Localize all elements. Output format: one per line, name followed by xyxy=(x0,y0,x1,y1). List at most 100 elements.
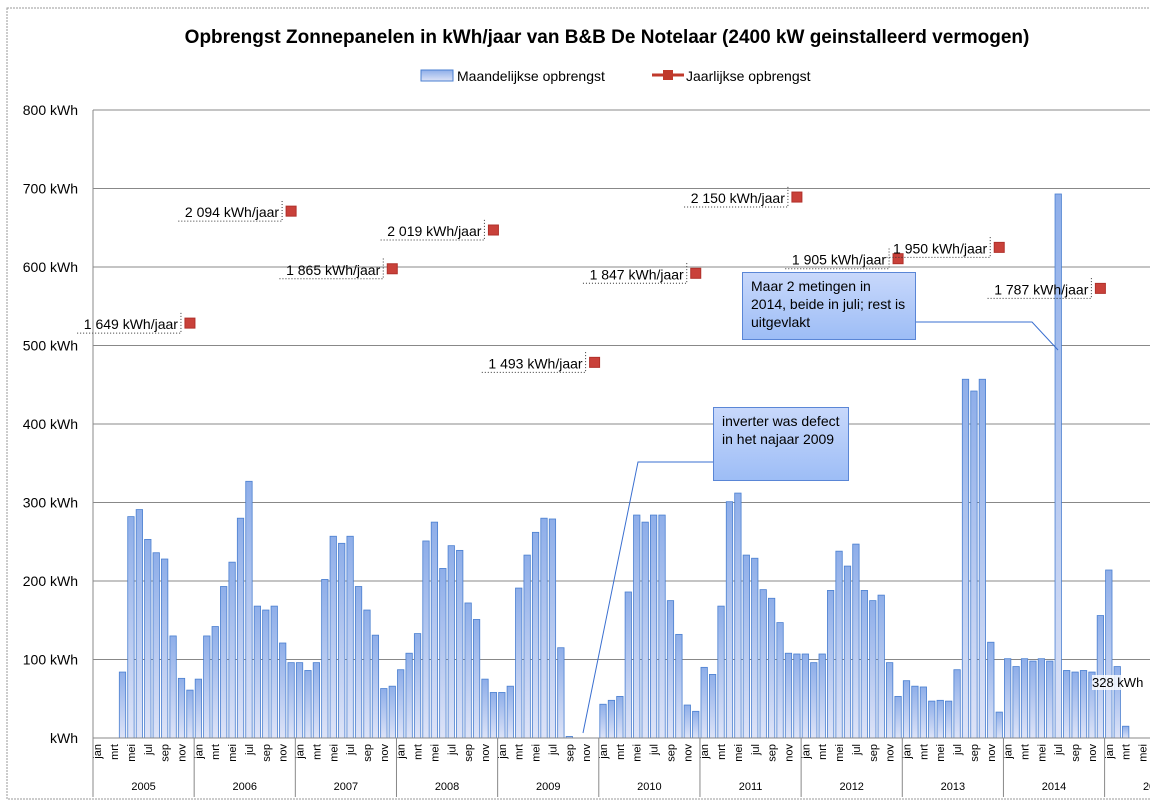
month-tick-label: mei xyxy=(632,744,644,762)
month-tick-label: mrt xyxy=(311,744,323,760)
bar-2013-1 xyxy=(902,680,911,739)
bar-2009-8 xyxy=(557,647,565,739)
bar-2013-8 xyxy=(961,378,970,739)
bar-2005-10 xyxy=(169,635,177,739)
bar-2013-2 xyxy=(911,685,919,739)
y-tick-label: 600 kWh xyxy=(23,259,78,275)
month-tick-label: jan xyxy=(699,744,711,760)
yearly-marker-2009 xyxy=(589,356,601,368)
bar-2008-3 xyxy=(413,633,422,739)
yearly-marker-2007 xyxy=(386,263,398,275)
bar-2005-8 xyxy=(152,552,160,739)
bar-2009-4 xyxy=(523,554,531,739)
bar-2006-5 xyxy=(228,561,236,739)
bar-2014-8 xyxy=(1063,670,1071,739)
month-tick-label: sep xyxy=(1070,744,1082,762)
bar-2011-12 xyxy=(793,653,801,739)
bar-2012-12 xyxy=(894,695,902,739)
bar-2007-10 xyxy=(371,634,380,739)
bar-2006-1 xyxy=(194,678,202,739)
yearly-data-label: 1 905 kWh/jaar xyxy=(792,252,886,268)
bar-2013-3 xyxy=(919,686,927,739)
yearly-data-label: 2 094 kWh/jaar xyxy=(185,204,279,220)
bar-2012-11 xyxy=(886,662,894,739)
month-tick-label: nov xyxy=(1087,744,1099,762)
bar-2007-11 xyxy=(380,688,388,739)
year-label: 2014 xyxy=(1042,781,1066,793)
bar-2006-12 xyxy=(287,662,295,739)
month-tick-label: sep xyxy=(362,744,374,762)
y-tick-label: 100 kWh xyxy=(23,652,78,668)
bar-2011-2 xyxy=(709,674,717,739)
month-tick-label: mei xyxy=(429,744,441,762)
bar-2009-2 xyxy=(506,685,514,739)
yearly-data-label: 1 865 kWh/jaar xyxy=(286,262,380,278)
bar-2005-4 xyxy=(118,671,127,739)
month-tick-label: sep xyxy=(160,744,172,762)
month-tick-label: jan xyxy=(396,744,408,760)
bar-2010-7 xyxy=(649,514,658,739)
yearly-data-label: 2 019 kWh/jaar xyxy=(387,223,481,239)
month-tick-label: jul xyxy=(143,744,155,756)
bar-2006-6 xyxy=(236,517,245,739)
bar-2010-6 xyxy=(641,521,649,739)
bar-2012-3 xyxy=(818,653,826,739)
month-tick-label: jan xyxy=(295,744,307,760)
y-tick-label: 700 kWh xyxy=(23,181,78,197)
bar-2008-6 xyxy=(439,568,447,739)
bar-2007-6 xyxy=(338,542,346,739)
bar-2011-11 xyxy=(784,652,793,739)
legend-marker-yearly xyxy=(663,70,673,80)
bar-2008-2 xyxy=(405,652,413,739)
bar-2012-8 xyxy=(860,590,868,739)
chart-border xyxy=(6,7,1150,800)
bar-2010-1 xyxy=(599,703,607,739)
yearly-marker-2005 xyxy=(184,317,196,329)
month-tick-label: sep xyxy=(261,744,273,762)
callout-line-inverter xyxy=(582,461,713,734)
month-tick-label: jul xyxy=(446,744,458,756)
bar-2006-7 xyxy=(245,480,253,739)
year-label: 2011 xyxy=(739,781,763,793)
month-tick-label: sep xyxy=(868,744,880,762)
bar-2010-8 xyxy=(658,514,666,739)
month-tick-label: mrt xyxy=(918,744,930,760)
month-tick-label: mei xyxy=(1036,744,1048,762)
bar-2008-9 xyxy=(464,602,472,739)
y-tick-label: kWh xyxy=(50,730,78,746)
bar-2007-5 xyxy=(329,535,337,739)
month-tick-label: mrt xyxy=(1121,744,1133,760)
y-tick-label: 400 kWh xyxy=(23,416,78,432)
bar-2010-9 xyxy=(666,600,675,739)
bar-2014-7 xyxy=(1054,193,1062,739)
month-tick-label: jan xyxy=(1104,744,1116,760)
y-tick-label: 800 kWh xyxy=(23,102,78,118)
month-tick-label: sep xyxy=(969,744,981,762)
month-tick-label: sep xyxy=(767,744,779,762)
bar-2006-10 xyxy=(270,605,278,739)
bar-2008-7 xyxy=(447,545,455,739)
month-tick-label: jul xyxy=(750,744,762,756)
month-tick-label: jul xyxy=(345,744,357,756)
y-tick-label: 300 kWh xyxy=(23,495,78,511)
bar-2014-9 xyxy=(1071,671,1079,739)
bar-2010-2 xyxy=(607,699,616,739)
year-label: 2010 xyxy=(637,781,661,793)
year-label: 2005 xyxy=(131,781,155,793)
bar-2014-4 xyxy=(1029,660,1037,739)
bar-2010-4 xyxy=(624,591,632,739)
y-tick-label: 200 kWh xyxy=(23,573,78,589)
month-tick-label: jul xyxy=(1053,744,1065,756)
month-tick-label: mei xyxy=(227,744,239,762)
bar-2011-8 xyxy=(759,589,767,739)
bar-2011-1 xyxy=(700,666,708,739)
bar-2009-6 xyxy=(540,517,548,739)
month-tick-label: jul xyxy=(649,744,661,756)
year-label: 2013 xyxy=(941,781,965,793)
bar-2014-3 xyxy=(1020,658,1029,739)
bar-2007-7 xyxy=(346,535,354,739)
month-tick-label: mei xyxy=(328,744,340,762)
bar-2012-6 xyxy=(843,565,852,739)
month-tick-label: mrt xyxy=(817,744,829,760)
month-tick-label: sep xyxy=(564,744,576,762)
